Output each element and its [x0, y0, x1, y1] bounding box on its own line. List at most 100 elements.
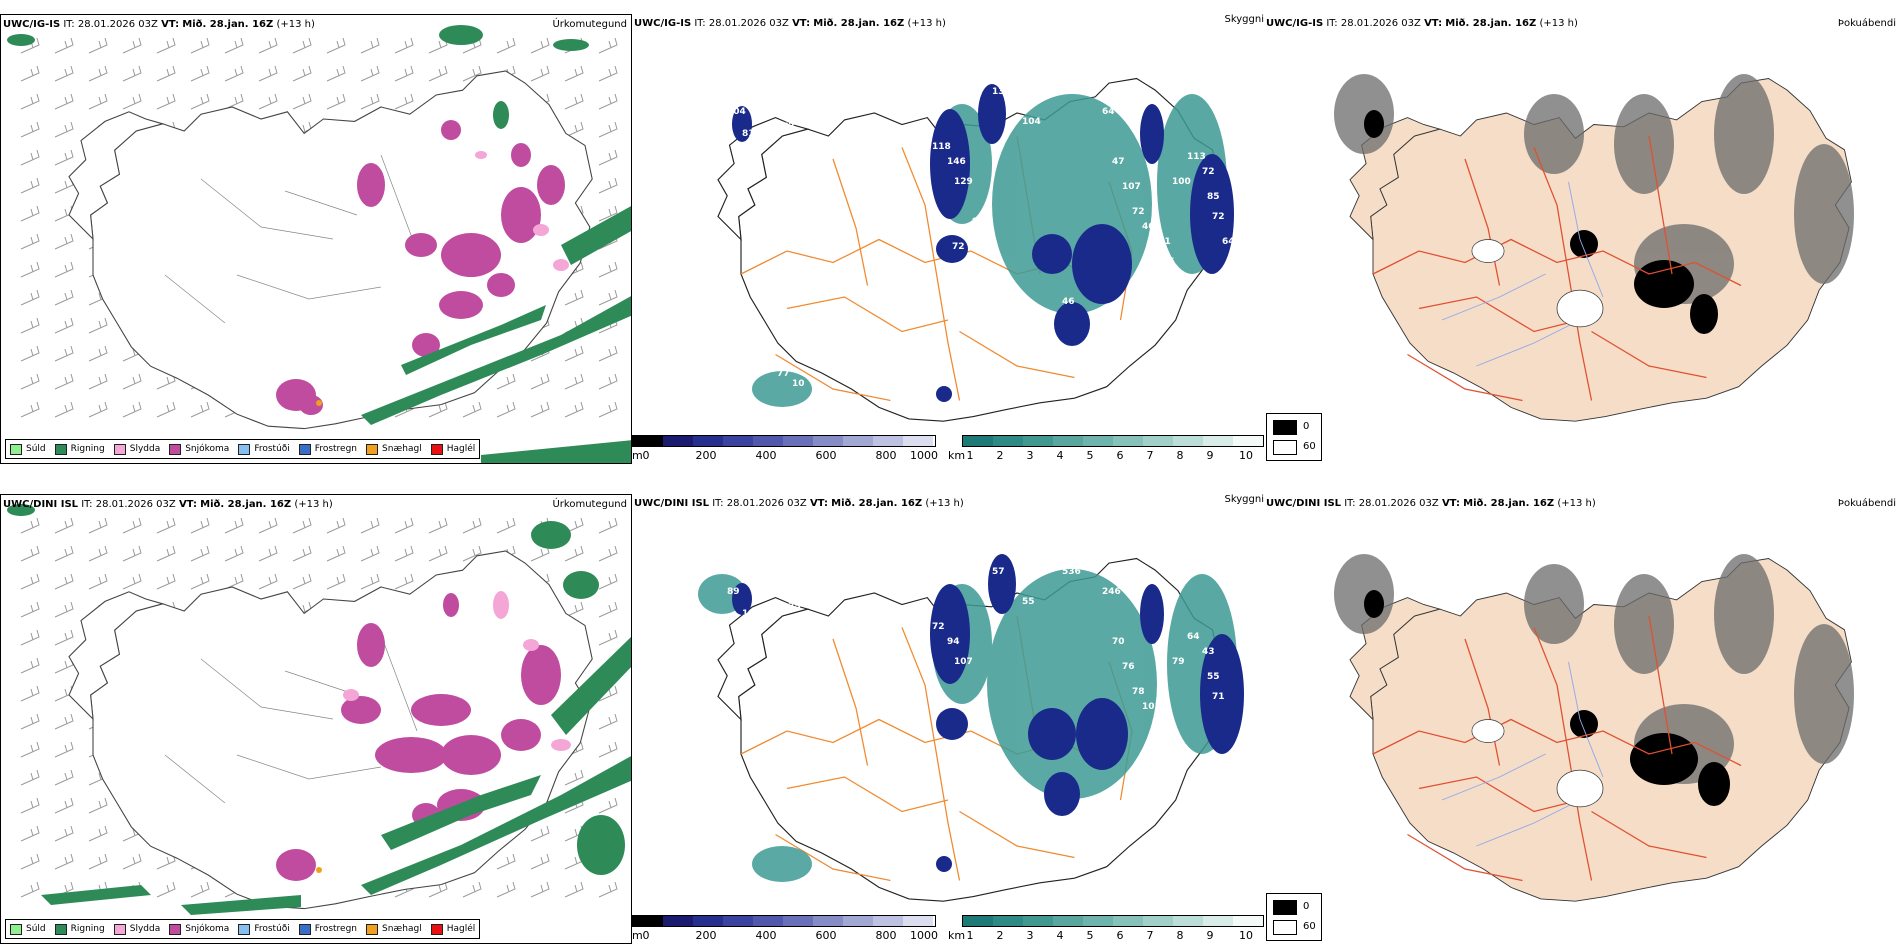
vis-km-tick: 7: [1146, 929, 1154, 942]
fog-dense-top: [1364, 110, 1718, 334]
wind-barb: [326, 65, 346, 82]
it-label: IT:: [63, 19, 75, 30]
wind-barb: [598, 629, 618, 646]
wind-barb: [598, 65, 618, 82]
wind-barb: [54, 93, 74, 110]
legend-swatch: [54, 923, 67, 935]
vis-number-label: 69: [1152, 717, 1165, 727]
wind-barb: [54, 233, 74, 250]
wind-barb: [20, 93, 40, 110]
vis-m-blocks: [632, 915, 936, 927]
wind-barb: [598, 149, 618, 166]
wind-barb: [20, 289, 40, 306]
fog-legend-low-swatch: [1273, 440, 1297, 455]
legend-swatch: [169, 923, 182, 935]
vis-km-blocks: [962, 915, 1264, 927]
vis-m-blocks: [632, 435, 936, 447]
vis-number-label: 64: [1222, 237, 1235, 247]
legend-swatch: [366, 923, 379, 935]
wind-barb: [598, 289, 618, 306]
vt-value: Mið. 28.jan. 16Z: [813, 18, 905, 29]
wind-barb: [530, 853, 550, 870]
fog-map-bottom: [1334, 554, 1854, 902]
wind-barb: [292, 545, 312, 562]
vis-km-tick: 2: [996, 449, 1004, 462]
it-value: 28.01.2026 03Z: [1340, 18, 1421, 29]
lead-time: (+13 h): [1539, 18, 1578, 29]
wind-barb: [54, 121, 74, 138]
legend-label: Rigning: [70, 444, 105, 454]
vis-km-tick: 10: [1239, 449, 1253, 462]
snow-areas-bottom: [276, 593, 561, 881]
it-label: IT:: [1326, 18, 1338, 29]
legend-label: Frostregn: [314, 444, 358, 454]
vis-number-label: 89: [727, 587, 740, 597]
vis-km-tick: 3: [1026, 929, 1034, 942]
vis-number-label: 44: [972, 697, 985, 707]
wind-barb: [598, 93, 618, 110]
wind-barb: [598, 713, 618, 730]
vis-number-label: 101: [1142, 702, 1161, 712]
legend-item: Frostúði: [238, 923, 290, 935]
wind-barb: [564, 769, 584, 786]
wind-barb: [598, 373, 618, 390]
model-name: UWC/IG-IS: [634, 18, 692, 29]
wind-barb: [88, 317, 108, 334]
vis-m-tick: 600: [815, 929, 837, 942]
vis-m-colorbar-bottom: m 0 200 400 600 800 1000: [632, 915, 938, 943]
vis-number-label: 76: [1122, 662, 1135, 672]
wind-barb: [360, 37, 380, 54]
wind-barb: [88, 517, 108, 534]
fog-overlay-lines-bottom: [1372, 615, 1742, 882]
wind-barb: [20, 881, 40, 898]
wind-barb: [598, 741, 618, 758]
vis-m-tick: 0: [642, 449, 650, 462]
vis-number-label: 118: [932, 142, 951, 152]
vis-number-label: 46: [1142, 222, 1155, 232]
wind-barb: [156, 573, 176, 590]
wind-barb: [326, 573, 346, 590]
vis-m-areas-top: [732, 84, 1234, 402]
vt-label: VT:: [809, 498, 828, 509]
vis-km-tick: 8: [1176, 449, 1184, 462]
legend-item: Frostregn: [298, 923, 358, 935]
wind-barb: [326, 37, 346, 54]
vt-label: VT:: [1441, 498, 1460, 509]
wind-barb: [88, 37, 108, 54]
fog-map-top: [1334, 74, 1854, 422]
lead-time: (+13 h): [907, 18, 946, 29]
wind-barb: [20, 685, 40, 702]
wind-barb: [428, 881, 448, 898]
vis-m-tick: 1000: [910, 929, 938, 942]
wind-barb: [598, 881, 618, 898]
wind-barb: [122, 37, 142, 54]
wind-barb: [428, 401, 448, 418]
wind-barb: [224, 37, 244, 54]
wind-barb: [564, 517, 584, 534]
rain-areas-bottom: [7, 504, 631, 915]
vis-m-tick: 400: [755, 449, 777, 462]
wind-barb: [20, 853, 40, 870]
lead-time: (+13 h): [276, 19, 315, 30]
wind-barb: [20, 373, 40, 390]
sleet-areas-bottom: [343, 591, 571, 751]
wind-barb: [564, 289, 584, 306]
vis-number-label: 79: [1172, 657, 1185, 667]
legend-item: Snjókoma: [169, 923, 229, 935]
legend-item: Rigning: [54, 443, 105, 455]
wind-barb: [598, 685, 618, 702]
vis-number-label: 46: [1062, 297, 1075, 307]
wind-barb: [20, 517, 40, 534]
wind-barb: [530, 825, 550, 842]
precip-type-panel-top: UWC/IG-IS IT: 28.01.2026 03Z VT: Mið. 28…: [0, 14, 632, 464]
wind-barb: [54, 601, 74, 618]
vis-km-tick: 9: [1206, 929, 1214, 942]
visibility-panel-top: 104 81 72 89 10 118 146 129 97 139 104 65 64 47 107 72 4…: [632, 14, 1264, 464]
vis-km-tick: 6: [1116, 449, 1124, 462]
wind-barb: [54, 37, 74, 54]
legend-label: Frostregn: [314, 924, 358, 934]
wind-barb: [122, 573, 142, 590]
legend-label: Snæhagl: [382, 924, 422, 934]
